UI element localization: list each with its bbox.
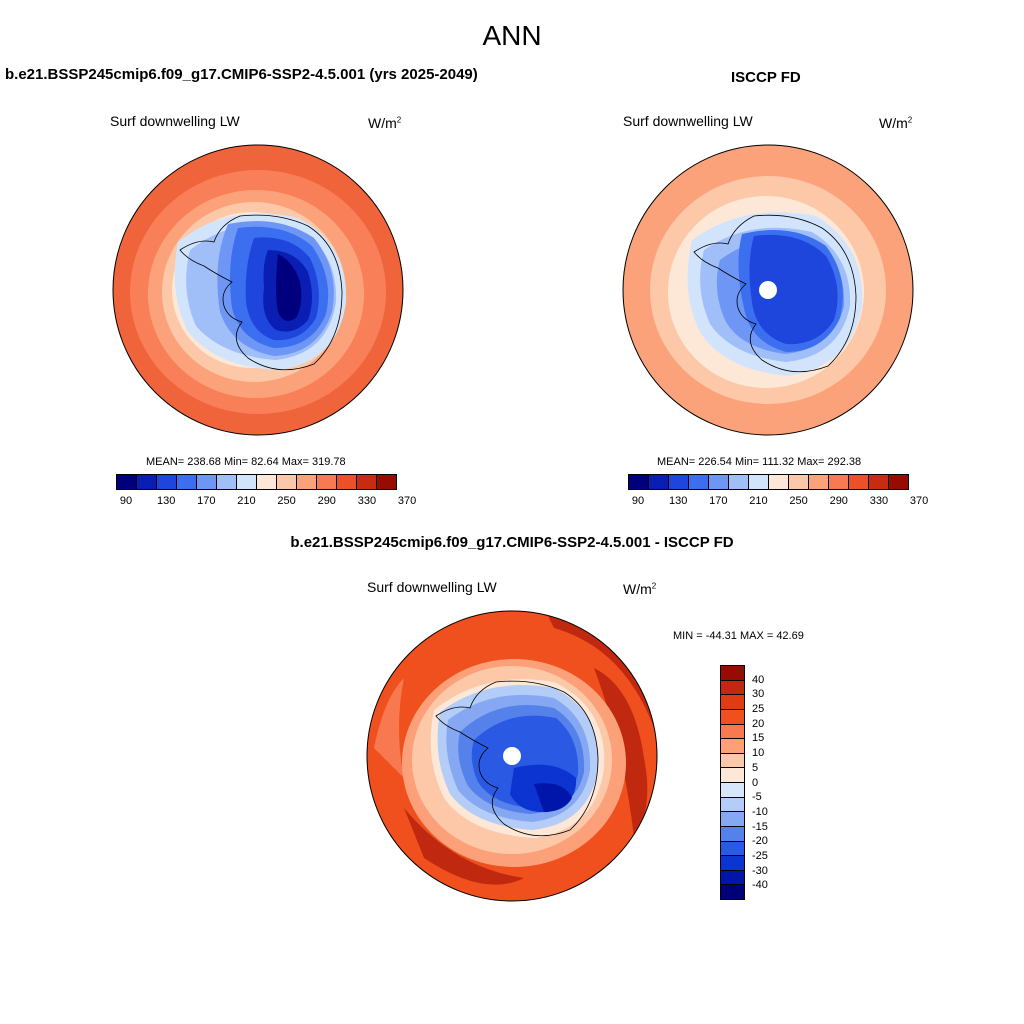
colorbar-swatch [377,475,396,489]
colorbar-tick-label: 5 [752,761,759,774]
diff-colorbar [720,665,745,900]
colorbar-swatch [117,475,137,489]
model-stats: MEAN= 238.68 Min= 82.64 Max= 319.78 [146,456,346,468]
colorbar-swatch [357,475,377,489]
colorbar-swatch [789,475,809,489]
colorbar-swatch [721,709,744,725]
colorbar-swatch [721,870,744,886]
colorbar-tick-label: 25 [752,703,765,716]
colorbar-swatch [277,475,297,489]
colorbar-swatch [721,812,744,827]
colorbar-swatch [829,475,849,489]
colorbar-tick-label: 210 [237,495,256,507]
obs-stats: MEAN= 226.54 Min= 111.32 Max= 292.38 [657,456,862,468]
colorbar-tick-label: 250 [277,495,296,507]
colorbar-tick-label: 30 [752,688,765,701]
model-variable-label: Surf downwelling LW [110,113,240,129]
colorbar-swatch [769,475,789,489]
colorbar-swatch [721,885,744,899]
colorbar-swatch [197,475,217,489]
colorbar-swatch [649,475,669,489]
colorbar-swatch [869,475,889,489]
obs-colorbar [628,474,909,490]
colorbar-tick-label: 330 [869,495,889,507]
diff-panel-title: b.e21.BSSP245cmip6.f09_g17.CMIP6-SSP2-4.… [290,534,734,551]
colorbar-swatch [177,475,197,489]
colorbar-tick-label: -5 [752,791,762,804]
model-units: W/m2 [368,115,402,131]
colorbar-swatch [721,768,744,783]
colorbar-tick-label: 250 [789,495,808,507]
colorbar-tick-label: -40 [752,879,768,892]
colorbar-swatch [237,475,257,489]
diff-units: W/m2 [623,581,657,597]
colorbar-tick-label: 15 [752,732,765,745]
colorbar-swatch [849,475,869,489]
colorbar-tick-label: -25 [752,849,768,862]
colorbar-tick-label: 40 [752,673,765,686]
diff-stats: MIN = -44.31 MAX = 42.69 [673,630,804,642]
colorbar-swatch [721,856,744,871]
colorbar-tick-label: 130 [156,495,176,507]
colorbar-tick-label: -30 [752,864,768,877]
colorbar-swatch [721,666,744,681]
colorbar-tick-label: 90 [631,495,645,507]
colorbar-swatch [721,753,744,769]
model-panel-title: b.e21.BSSP245cmip6.f09_g17.CMIP6-SSP2-4.… [5,66,478,83]
colorbar-swatch [669,475,689,489]
colorbar-swatch [721,783,744,798]
colorbar-swatch [157,475,177,489]
colorbar-tick-label: 370 [397,495,417,507]
colorbar-tick-label: -15 [752,820,768,833]
colorbar-tick-label: 290 [829,495,848,507]
colorbar-tick-label: 370 [909,495,929,507]
colorbar-tick-label: 20 [752,717,765,730]
colorbar-swatch [749,475,769,489]
obs-variable-label: Surf downwelling LW [623,113,753,129]
colorbar-swatch [721,797,744,813]
colorbar-swatch [297,475,317,489]
colorbar-tick-label: 210 [749,495,768,507]
colorbar-swatch [317,475,337,489]
colorbar-swatch [729,475,749,489]
model-polar-map [112,144,404,436]
model-colorbar [116,474,397,490]
colorbar-swatch [257,475,277,489]
diff-variable-label: Surf downwelling LW [367,579,497,595]
colorbar-tick-label: -20 [752,835,768,848]
colorbar-tick-label: -10 [752,805,768,818]
obs-colorbar-ticks: 90 130 170 210 250 290 330 370 [628,495,928,509]
diff-polar-map [366,610,658,902]
colorbar-swatch [721,680,744,696]
colorbar-swatch [721,695,744,710]
colorbar-tick-label: 170 [709,495,728,507]
colorbar-swatch [629,475,649,489]
colorbar-swatch [809,475,829,489]
colorbar-swatch [709,475,729,489]
colorbar-swatch [689,475,709,489]
colorbar-swatch [721,826,744,842]
colorbar-swatch [889,475,908,489]
colorbar-tick-label: 0 [752,776,759,789]
diff-colorbar-ticks: 40 30 25 20 15 10 5 0 -5 -10 -15 -20 -25 -30 -40 [752,665,792,900]
colorbar-swatch [721,739,744,754]
colorbar-tick-label: 130 [668,495,688,507]
obs-panel-title: ISCCP FD [731,69,801,86]
colorbar-swatch [337,475,357,489]
obs-units: W/m2 [879,115,913,131]
colorbar-swatch [137,475,157,489]
colorbar-tick-label: 330 [357,495,377,507]
colorbar-tick-label: 170 [197,495,216,507]
colorbar-swatch [721,841,744,857]
colorbar-swatch [217,475,237,489]
colorbar-tick-label: 10 [752,747,765,760]
colorbar-tick-label: 90 [119,495,133,507]
colorbar-swatch [721,724,744,740]
colorbar-tick-label: 290 [317,495,336,507]
figure-title: ANN [482,20,542,51]
obs-polar-map [622,144,914,436]
model-colorbar-ticks: 90 130 170 210 250 290 330 370 [116,495,416,509]
